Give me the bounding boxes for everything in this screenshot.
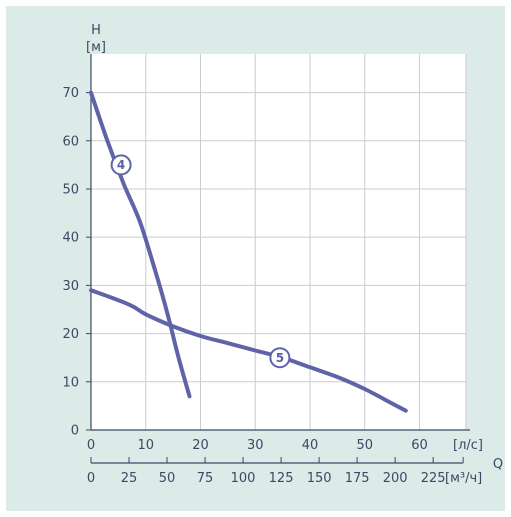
x-tick-label: 50 bbox=[356, 438, 373, 453]
y-tick-label: 10 bbox=[62, 375, 79, 390]
series-4-marker bbox=[110, 154, 132, 176]
x-secondary-tick-label: 200 bbox=[383, 471, 408, 486]
y-axis-title: H bbox=[91, 23, 101, 38]
y-tick-label: 40 bbox=[62, 231, 79, 246]
grid bbox=[91, 54, 467, 430]
x-secondary-tick-label: 125 bbox=[269, 471, 294, 486]
y-tick-label: 50 bbox=[62, 182, 79, 197]
x-secondary-tick-label: 175 bbox=[345, 471, 370, 486]
x-axis-unit-secondary: [м³/ч] bbox=[445, 471, 482, 486]
x-tick-label: 40 bbox=[302, 438, 319, 453]
series-4-label: 4 bbox=[117, 158, 125, 172]
series-5-curve bbox=[89, 288, 408, 413]
y-tick-label: 20 bbox=[62, 327, 79, 342]
series-4-curve bbox=[89, 90, 192, 399]
y-tick-label: 60 bbox=[62, 134, 79, 149]
x-secondary-tick-label: 50 bbox=[159, 471, 176, 486]
x-secondary-tick-label: 100 bbox=[231, 471, 256, 486]
x-tick-label: 0 bbox=[87, 438, 95, 453]
y-tick-label: 70 bbox=[62, 86, 79, 101]
series-layer: 45 bbox=[89, 90, 408, 413]
x-tick-label: 10 bbox=[137, 438, 154, 453]
series-5-label: 5 bbox=[276, 351, 284, 365]
x-axis-name: Q bbox=[493, 457, 503, 472]
y-tick-label: 30 bbox=[62, 279, 79, 294]
x-secondary-tick-label: 75 bbox=[197, 471, 214, 486]
x-secondary-tick-label: 0 bbox=[87, 471, 95, 486]
x-secondary-tick-label: 150 bbox=[307, 471, 332, 486]
labels: 0 10 20 30 40 50 60 70 0 10 20 30 40 50 60 H [м] [л/с] Q 0 2… bbox=[62, 23, 503, 486]
y-tick-label: 0 bbox=[71, 424, 79, 439]
series-5-marker bbox=[269, 347, 291, 369]
y-axis-unit: [м] bbox=[86, 40, 106, 55]
x-axis-unit-primary: [л/с] bbox=[453, 438, 483, 453]
x-secondary-tick-label: 25 bbox=[121, 471, 138, 486]
x-tick-label: 60 bbox=[411, 438, 428, 453]
x-tick-label: 20 bbox=[192, 438, 209, 453]
axes bbox=[86, 54, 470, 464]
x-secondary-tick-label: 225 bbox=[421, 471, 446, 486]
x-tick-label: 30 bbox=[247, 438, 264, 453]
